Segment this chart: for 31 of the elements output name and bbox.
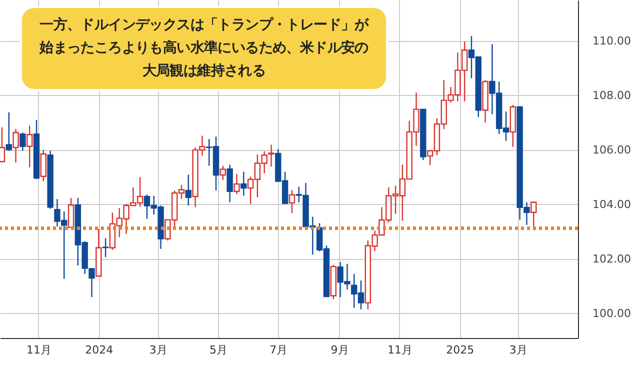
x-tick-label: 2025	[446, 344, 474, 356]
x-tick-label: 3月	[149, 344, 168, 356]
candlestick	[268, 144, 274, 168]
candlestick	[240, 171, 247, 196]
y-tick-label: 100.00	[592, 306, 631, 320]
x-tick-label: 9月	[330, 344, 349, 356]
y-tick-label: 102.00	[592, 252, 631, 266]
x-tick-label: 2024	[85, 344, 114, 356]
candlestick	[288, 189, 296, 214]
x-tick-label: 11月	[26, 344, 52, 356]
candlestick	[185, 174, 192, 206]
candlestick	[20, 132, 26, 152]
candlestick	[102, 238, 109, 258]
x-tick-label: 7月	[270, 344, 288, 356]
candlestick	[234, 173, 240, 195]
candlestick	[68, 197, 74, 228]
x-tick-label: 11月	[387, 344, 412, 356]
y-tick-label: 104.00	[592, 198, 631, 211]
annotation: 一方、ドルインデックスは「トランプ・トレード」が始まったころよりも高い水準にいるため、米ドル安の大局観は維持される	[20, 6, 388, 91]
candlestick	[26, 125, 33, 168]
y-tick-label: 106.00	[592, 143, 631, 156]
x-tick-label: 3月	[509, 344, 528, 356]
y-tick-label: 110.00	[592, 34, 631, 48]
candlestick	[220, 165, 226, 181]
candlestick	[226, 164, 233, 203]
candlestick	[40, 149, 46, 182]
candlestick	[12, 128, 19, 164]
candlestick	[530, 200, 537, 228]
x-tick-label: 5月	[209, 344, 228, 356]
candlestick	[6, 112, 12, 152]
y-tick-label: 108.00	[592, 88, 631, 102]
